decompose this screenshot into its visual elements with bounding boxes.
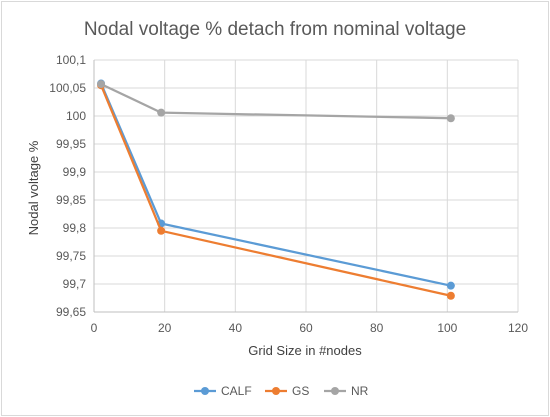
legend-label-nr: NR — [351, 384, 369, 398]
legend-marker-nr — [331, 387, 339, 395]
data-point-nr — [97, 80, 106, 89]
legend-label-gs: GS — [292, 384, 309, 398]
x-tick-label: 80 — [370, 321, 384, 335]
data-point-nr — [446, 114, 455, 123]
legend-marker-gs — [272, 387, 280, 395]
x-tick-label: 20 — [158, 321, 172, 335]
data-point-nr — [157, 108, 166, 117]
legend: CALF GS NR — [194, 384, 369, 398]
y-tick-label: 99,7 — [63, 277, 87, 291]
x-tick-label: 0 — [91, 321, 98, 335]
data-point-gs — [446, 291, 455, 300]
y-tick-labels: 99,65 99,7 99,75 99,8 99,85 99,9 99,95 100 100,0… — [49, 53, 86, 319]
y-tick-label: 100,1 — [56, 53, 86, 67]
series-layer — [97, 79, 455, 300]
axes — [93, 60, 518, 313]
data-point-calf — [446, 281, 455, 290]
y-tick-label: 99,65 — [56, 305, 86, 319]
y-tick-label: 99,85 — [56, 193, 86, 207]
x-tick-label: 120 — [508, 321, 528, 335]
x-tick-label: 60 — [299, 321, 313, 335]
series-line-nr — [100, 83, 451, 120]
chart-title: Nodal voltage % detach from nominal volt… — [84, 19, 466, 40]
x-tick-label: 100 — [437, 321, 457, 335]
x-tick-label: 40 — [229, 321, 243, 335]
data-point-gs — [157, 226, 166, 235]
gridlines — [94, 59, 519, 312]
y-tick-label: 99,8 — [63, 221, 87, 235]
legend-label-calf: CALF — [221, 384, 252, 398]
x-axis-label: Grid Size in #nodes — [248, 343, 362, 358]
legend-marker-calf — [201, 387, 209, 395]
y-tick-label: 99,75 — [56, 249, 86, 263]
y-tick-label: 99,95 — [56, 137, 86, 151]
y-tick-label: 99,9 — [63, 165, 87, 179]
y-tick-label: 100 — [66, 109, 86, 123]
y-axis-label: Nodal voltage % — [26, 140, 41, 235]
x-tick-labels: 0 20 40 60 80 100 120 — [91, 321, 529, 335]
y-tick-label: 100,05 — [49, 81, 86, 95]
